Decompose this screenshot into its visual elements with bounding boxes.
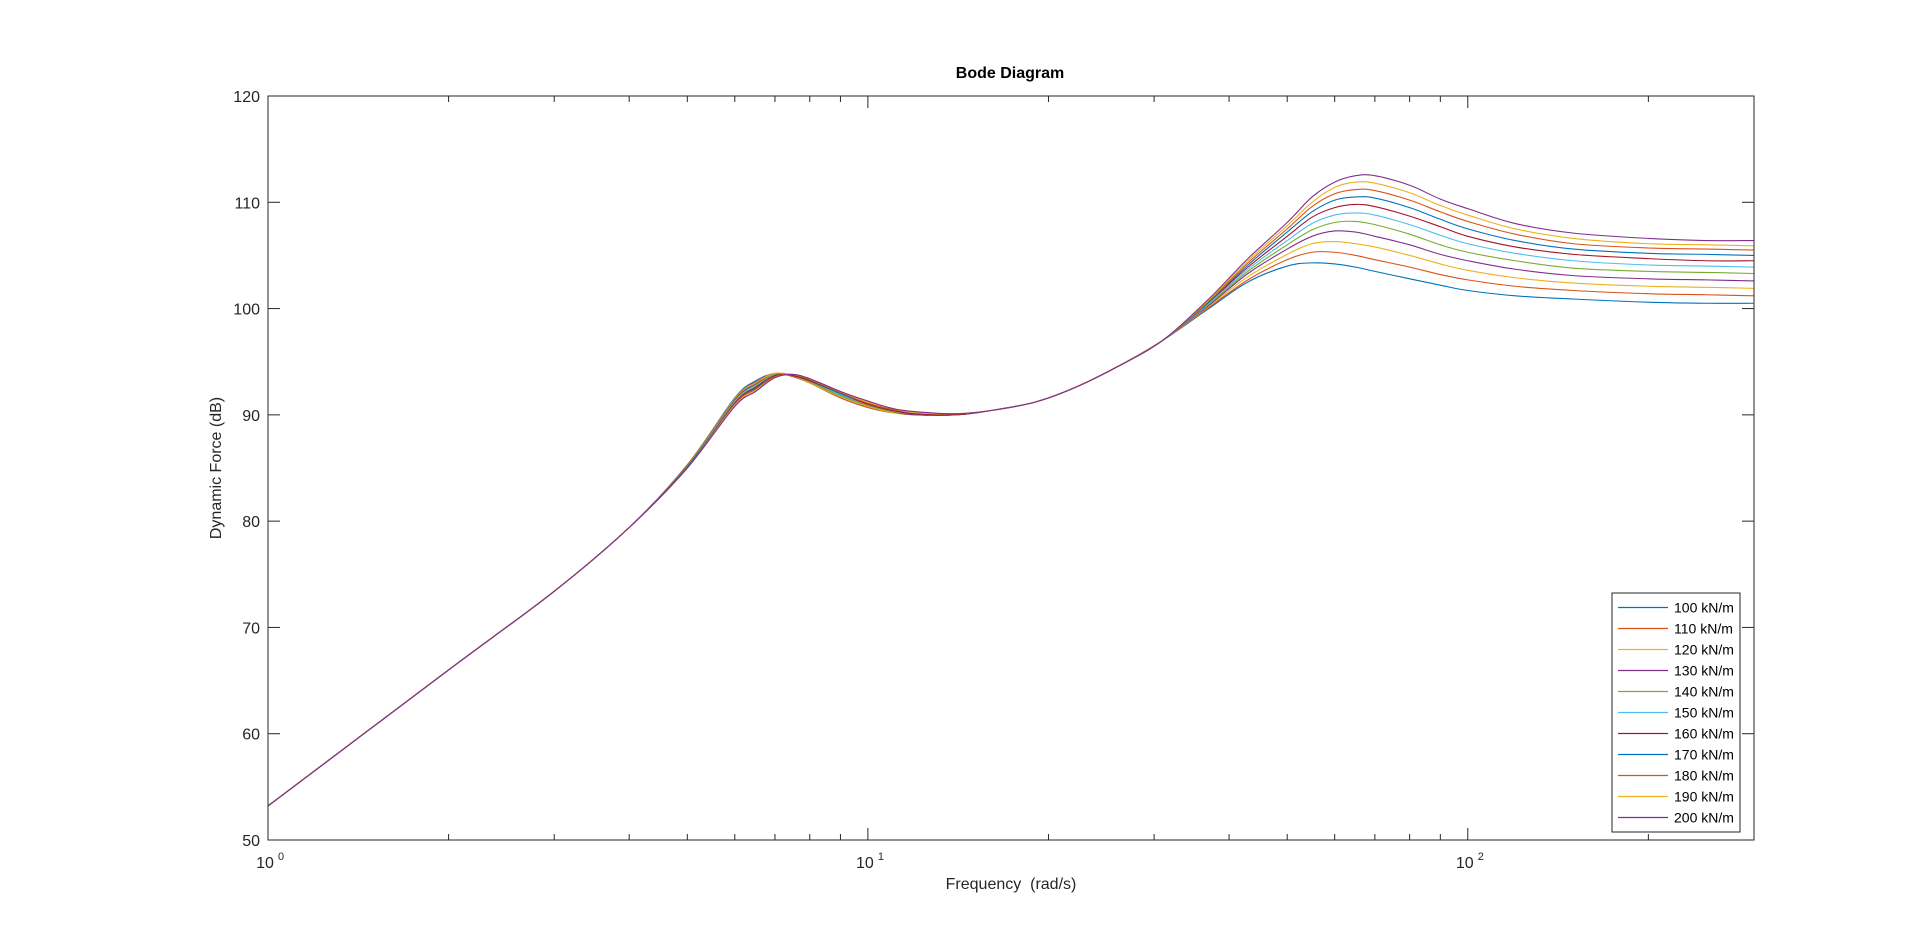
plot-area [268,96,1754,840]
legend-label: 140 kN/m [1674,684,1734,700]
x-tick-label: 10 0 [256,851,284,872]
legend-label: 150 kN/m [1674,705,1734,721]
x-tick-base: 10 [1456,855,1474,872]
x-tick-base: 10 [856,855,874,872]
x-tick-base: 10 [256,855,274,872]
x-tick-label: 10 2 [1456,851,1484,872]
y-tick-label: 110 [234,195,260,212]
legend-item: 170 kN/m [1618,747,1734,763]
plot-frame [267,95,1755,841]
legend-item: 150 kN/m [1618,705,1734,721]
chart-title: Bode Diagram [956,65,1064,82]
y-tick-label: 70 [242,620,260,637]
legend-label: 190 kN/m [1674,789,1734,805]
legend-item: 160 kN/m [1618,726,1734,742]
legend-item: 110 kN/m [1618,621,1733,637]
y-tick-label: 50 [242,833,260,850]
legend-item: 130 kN/m [1618,663,1734,679]
y-tick-label: 90 [242,408,260,425]
legend-item: 190 kN/m [1618,789,1734,805]
legend: 100 kN/m 110 kN/m 120 kN/m 130 kN/m 140 kN/m… [1611,592,1741,833]
legend-label: 130 kN/m [1674,663,1734,679]
legend-label: 100 kN/m [1674,600,1734,616]
legend-label: 200 kN/m [1674,810,1734,826]
y-axis-label: Dynamic Force (dB) [208,397,225,539]
y-tick-label: 60 [242,727,260,744]
legend-label: 120 kN/m [1674,642,1734,658]
legend-label: 180 kN/m [1674,768,1734,784]
legend-label: 160 kN/m [1674,726,1734,742]
legend-label: 110 kN/m [1674,621,1733,637]
x-tick-label: 10 1 [856,851,884,872]
x-tick-exponent: 0 [278,851,284,863]
x-axis-label: Frequency (rad/s) [946,876,1077,893]
x-tick-exponent: 2 [1478,851,1484,863]
legend-item: 100 kN/m [1618,600,1734,616]
legend-item: 120 kN/m [1618,642,1734,658]
y-tick-label: 120 [233,89,260,106]
y-tick-label: 100 [233,302,260,319]
legend-item: 200 kN/m [1618,810,1734,826]
y-tick-label: 80 [242,514,260,531]
x-tick-exponent: 1 [878,851,884,863]
legend-item: 140 kN/m [1618,684,1734,700]
series-line-200-kn-m [267,174,1755,807]
legend-item: 180 kN/m [1618,768,1734,784]
series-lines [267,174,1755,807]
legend-label: 170 kN/m [1674,747,1734,763]
